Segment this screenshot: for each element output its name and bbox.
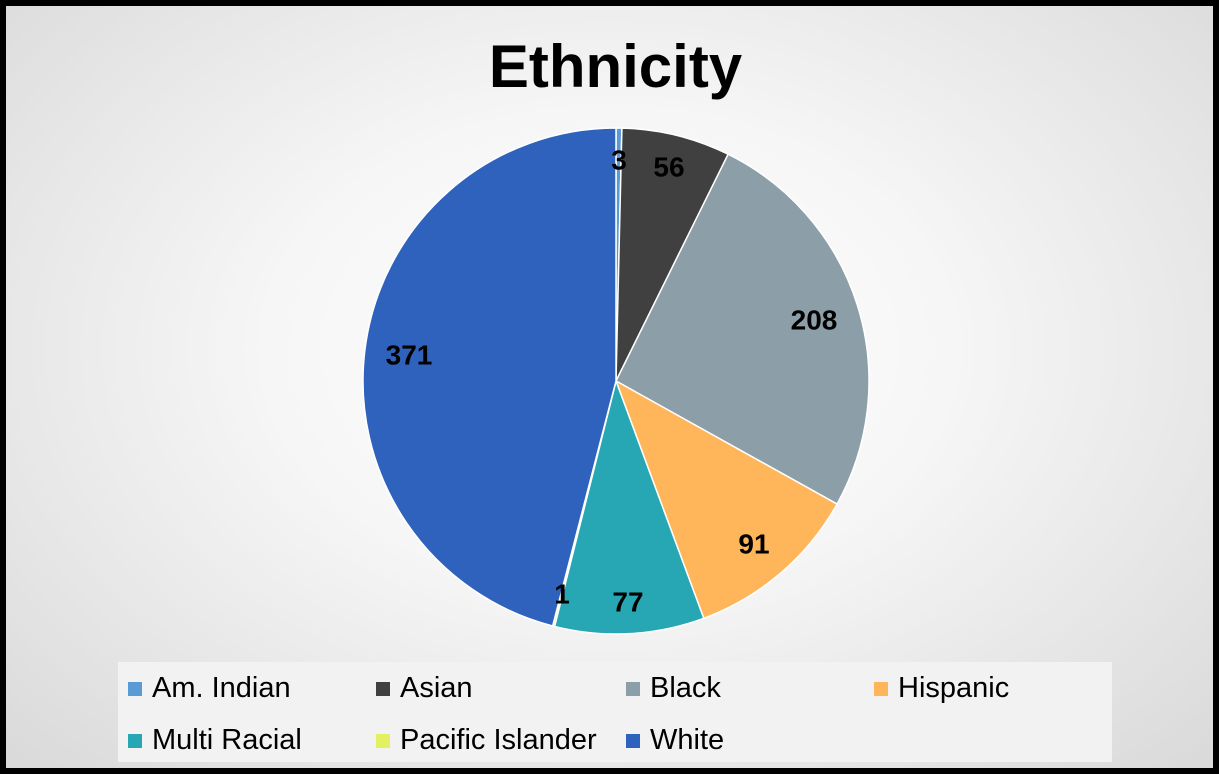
pie-slice-black (615, 153, 870, 506)
legend-swatch (128, 681, 142, 696)
legend-label: Pacific Islander (400, 724, 597, 756)
legend-swatch (376, 733, 390, 748)
legend-label: Multi Racial (152, 724, 302, 756)
legend-item-asian: Asian (376, 672, 473, 705)
legend-swatch (376, 681, 390, 696)
legend-label: Hispanic (898, 672, 1010, 704)
data-label-pacific-islander: 1 (554, 578, 570, 609)
pie-chart: 3 56 208 91 77 1 371 (362, 127, 870, 635)
data-label-hispanic: 91 (738, 528, 769, 559)
chart-legend: Am. Indian Asian Black Hispanic Multi Racial… (118, 662, 1112, 762)
legend-item-multi-racial: Multi Racial (128, 724, 302, 757)
legend-swatch (874, 681, 888, 696)
data-label-asian: 56 (653, 151, 684, 182)
legend-swatch (626, 681, 640, 696)
legend-item-hispanic: Hispanic (874, 672, 1009, 705)
legend-item-black: Black (626, 672, 721, 705)
legend-swatch (626, 733, 640, 748)
chart-title: Ethnicity (488, 33, 743, 100)
legend-swatch (128, 733, 142, 748)
legend-label: Am. Indian (152, 672, 291, 704)
legend-item-pacific-islander: Pacific Islander (376, 724, 597, 757)
data-label-black: 208 (791, 304, 838, 335)
legend-label: Asian (400, 672, 473, 704)
pie-slice-multi-racial (553, 378, 705, 635)
data-label-am-indian: 3 (611, 144, 627, 175)
legend-item-white: White (626, 724, 724, 757)
legend-item-am-indian: Am. Indian (128, 672, 291, 705)
legend-label: White (650, 724, 725, 756)
data-label-multi-racial: 77 (612, 586, 643, 617)
pie-slice-asian (615, 127, 730, 382)
pie-slice-white (362, 127, 617, 627)
data-label-white: 371 (386, 339, 433, 370)
legend-label: Black (650, 672, 721, 704)
pie-slice-hispanic (614, 379, 839, 620)
